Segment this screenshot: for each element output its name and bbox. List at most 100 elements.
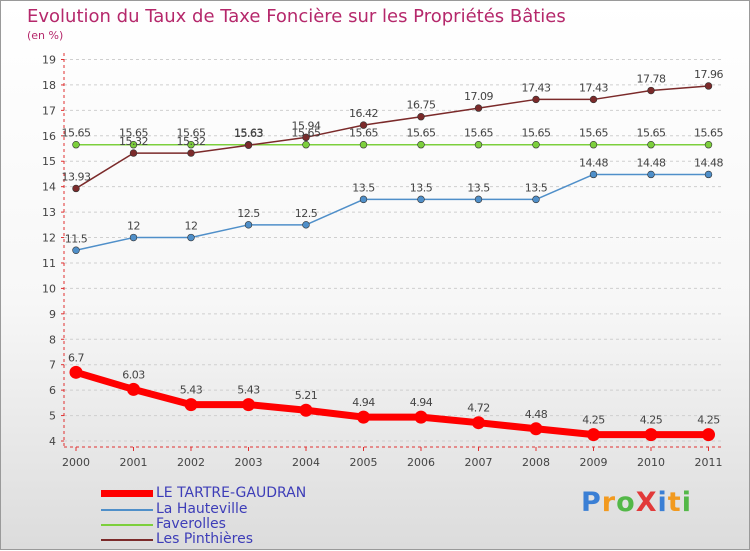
logo-letter: i	[657, 487, 668, 518]
data-label: 13.5	[352, 181, 375, 194]
y-tick-label: 11	[42, 257, 56, 270]
data-point	[127, 382, 140, 396]
legend-swatch	[101, 539, 153, 541]
y-tick-label: 17	[42, 104, 56, 117]
logo-letter: t	[667, 487, 682, 518]
data-point	[187, 149, 195, 157]
data-label: 17.43	[579, 81, 608, 94]
data-label: 15.32	[119, 135, 148, 148]
data-point	[302, 133, 310, 142]
data-point	[357, 410, 370, 424]
data-label: 12.5	[295, 207, 318, 220]
legend-item-les-pinthieres: Les Pinthières	[101, 531, 361, 547]
x-tick-label: 2008	[522, 456, 550, 469]
y-tick-label: 18	[42, 79, 56, 92]
data-label: 14.48	[637, 156, 666, 169]
data-label: 17.09	[464, 90, 493, 103]
data-label: 15.63	[234, 127, 263, 140]
data-point	[244, 141, 253, 149]
series-line-3	[75, 85, 710, 190]
data-label: 15.65	[522, 127, 551, 140]
data-point	[474, 104, 483, 112]
data-label: 4.48	[525, 408, 548, 421]
x-tick-label: 2005	[350, 456, 378, 469]
x-tick-label: 2009	[580, 456, 608, 469]
data-label: 15.65	[637, 127, 666, 140]
data-point	[359, 121, 368, 129]
y-tick-label: 9	[49, 308, 56, 321]
data-label: 15.94	[292, 119, 321, 132]
logo-letter: P	[581, 487, 602, 518]
data-label: 17.78	[637, 73, 666, 86]
data-label: 6.03	[122, 368, 145, 381]
data-label: 16.75	[407, 99, 436, 112]
y-tick-label: 15	[42, 155, 56, 168]
data-point	[589, 141, 598, 149]
data-label: 13.93	[62, 170, 91, 183]
data-label: 4.72	[467, 402, 490, 415]
data-point	[302, 221, 310, 229]
chart-title: Evolution du Taux de Taxe Foncière sur l…	[27, 6, 566, 27]
legend-item-le-tartre-gaudran: LE TARTRE-GAUDRAN	[101, 485, 361, 501]
series-line-1	[75, 173, 710, 251]
data-label: 5.43	[237, 384, 260, 397]
y-tick-label: 6	[49, 384, 56, 397]
data-label: 4.25	[582, 414, 605, 427]
data-label: 4.25	[640, 414, 663, 427]
chart-subtitle: (en %)	[27, 29, 64, 42]
data-point	[72, 141, 80, 149]
data-label: 14.48	[694, 156, 723, 169]
data-point	[702, 428, 715, 442]
legend-swatch	[101, 509, 153, 511]
data-point	[704, 170, 713, 179]
data-point	[72, 246, 80, 254]
data-label: 12	[127, 220, 140, 233]
logo-letter: o	[616, 487, 636, 518]
legend-label: LE TARTRE-GAUDRAN	[156, 485, 307, 501]
data-point	[129, 149, 138, 157]
data-point	[647, 86, 655, 95]
data-point	[417, 141, 425, 149]
data-point	[299, 403, 313, 417]
data-point	[647, 141, 655, 149]
data-point	[302, 141, 310, 149]
data-point	[69, 365, 83, 379]
data-point	[417, 195, 425, 204]
y-tick-label: 19	[42, 54, 56, 67]
data-label: 11.5	[65, 232, 88, 245]
data-point	[129, 141, 138, 149]
x-tick-label: 2006	[407, 456, 435, 469]
proxiti-logo: ProXiti	[581, 487, 692, 518]
legend-item-la-hauteville: La Hauteville	[101, 501, 361, 517]
legend-swatch	[101, 490, 153, 497]
data-point	[532, 141, 540, 149]
data-point	[417, 113, 425, 121]
data-point	[644, 428, 658, 442]
data-label: 16.42	[349, 107, 378, 120]
data-label: 15.65	[62, 127, 91, 140]
data-label: 15.65	[579, 127, 608, 140]
series-line-0	[72, 368, 712, 439]
logo-letter: r	[601, 487, 617, 518]
data-label: 4.94	[352, 396, 375, 409]
logo-letter: X	[635, 487, 658, 518]
data-point	[187, 141, 195, 149]
data-label: 14.48	[579, 156, 608, 169]
x-tick-label: 2002	[177, 456, 205, 469]
data-point	[242, 398, 255, 412]
data-label: 6.7	[68, 351, 84, 364]
x-tick-label: 2004	[292, 456, 320, 469]
data-point	[474, 195, 483, 204]
data-point	[414, 410, 428, 424]
y-tick-label: 5	[49, 410, 56, 423]
legend-swatch	[101, 524, 153, 526]
y-tick-label: 16	[42, 130, 56, 143]
y-tick-label: 4	[49, 435, 56, 448]
data-point	[359, 195, 368, 204]
data-label: 17.96	[694, 68, 723, 81]
data-point	[472, 416, 485, 430]
logo-letter: i	[681, 487, 692, 518]
data-point	[532, 195, 540, 204]
data-point	[184, 398, 198, 412]
